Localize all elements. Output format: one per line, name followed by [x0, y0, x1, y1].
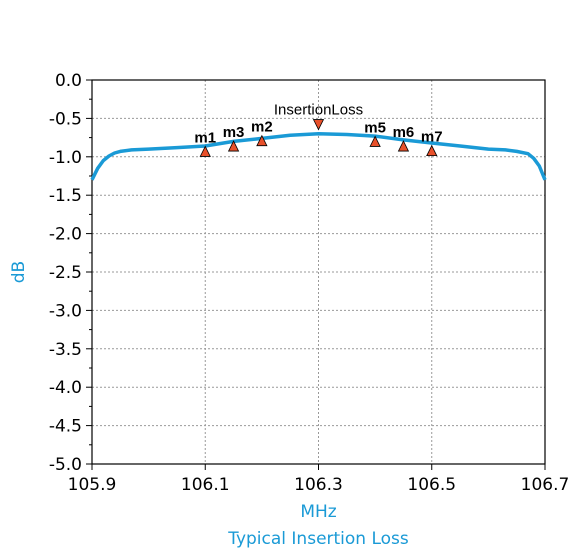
marker-triangle — [312, 119, 325, 131]
y-tick-label: -1.0 — [49, 148, 82, 168]
y-axis-title: dB — [9, 261, 29, 283]
series-label: InsertionLoss — [274, 102, 363, 119]
marker-triangle — [369, 135, 381, 147]
y-tick-label: -3.5 — [49, 340, 82, 360]
markers-layer: m1 m3 m2 m5 m6 m7 — [194, 119, 443, 157]
marker-triangle — [426, 144, 438, 157]
y-axis: 0.0 -0.5 -1.0 -1.5 -2.0 -2.5 -3.0 -3.5 -4.0 -4.5 -… — [49, 71, 92, 475]
marker-label: m7 — [421, 129, 443, 146]
x-tick-label: 106.3 — [294, 475, 343, 495]
x-axis-title: MHz — [300, 502, 336, 522]
y-tick-label: -5.0 — [49, 455, 82, 475]
marker-label: m1 — [194, 129, 216, 146]
x-tick-label: 105.9 — [68, 475, 117, 495]
marker-label: m5 — [364, 119, 386, 136]
x-tick-label: 106.7 — [521, 475, 570, 495]
marker-label: m6 — [393, 124, 415, 141]
marker-label: m3 — [223, 124, 245, 141]
y-tick-label: 0.0 — [55, 71, 82, 91]
marker-triangle — [397, 140, 410, 152]
y-tick-label: -0.5 — [49, 109, 82, 129]
x-axis: 105.9 106.1 106.3 106.5 106.7 — [68, 464, 570, 495]
marker-triangle — [199, 145, 211, 157]
y-tick-label: -4.5 — [49, 417, 82, 437]
x-tick-label: 106.1 — [181, 475, 230, 495]
marker-triangle — [227, 140, 240, 152]
grid — [92, 80, 545, 464]
marker-triangle — [256, 134, 268, 147]
series-line-insertion-loss — [90, 132, 547, 181]
y-tick-label: -1.5 — [49, 186, 82, 206]
y-tick-label: -2.5 — [49, 263, 82, 283]
marker-label: m2 — [251, 119, 273, 136]
y-tick-label: -4.0 — [49, 378, 82, 398]
series-layer — [90, 132, 547, 181]
y-tick-label: -3.0 — [49, 301, 82, 321]
chart-caption: Typical Insertion Loss — [227, 529, 409, 549]
x-tick-label: 106.5 — [407, 475, 456, 495]
y-tick-label: -2.0 — [49, 225, 82, 245]
